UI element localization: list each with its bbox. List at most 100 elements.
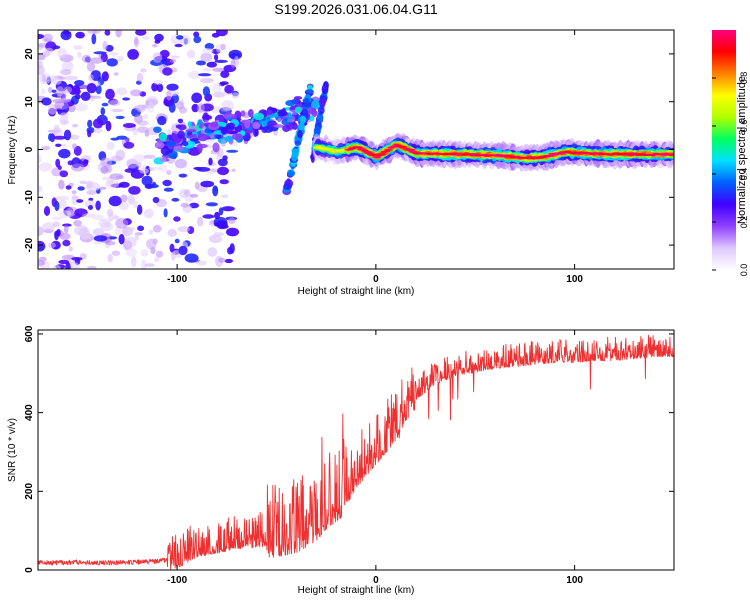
noise-blob [93,235,108,242]
noise-blob [216,30,228,37]
noise-blob [88,74,94,81]
transition-blob [173,145,184,152]
noise-blob [191,92,203,104]
noise-blob [202,214,215,219]
noise-blob [106,58,118,67]
noise-blob [83,159,89,164]
noise-blob [107,254,113,263]
ridge-blob [390,145,397,148]
noise-blob [137,225,145,232]
transition-blob [225,135,234,142]
noise-blob [89,57,104,64]
noise-blob [136,72,144,82]
noise-blob [105,120,112,132]
noise-blob [167,129,172,136]
noise-blob [93,128,103,134]
noise-blob [141,175,153,186]
noise-blob [109,99,121,107]
noise-blob [217,158,228,167]
noise-blob [52,264,61,269]
noise-blob [44,47,54,54]
noise-blob [62,239,71,247]
noise-blob [102,40,108,51]
noise-blob [169,58,177,64]
noise-blob [219,81,229,86]
noise-blob [80,155,92,163]
colorbar-tick-label: 0.8 [739,72,749,85]
noise-blob [53,135,67,140]
heatmap-blobs [38,30,674,269]
noise-blob [58,210,72,218]
transition-blob [226,130,239,135]
noise-blob [51,89,57,93]
noise-blob [228,217,236,225]
noise-blob [140,68,147,73]
transition-blob [253,112,265,121]
noise-blob [178,173,188,178]
noise-blob [177,226,191,233]
noise-blob [99,186,107,190]
noise-blob [115,149,126,161]
noise-blob [44,145,51,150]
snr-x-ticks: -100 0 100 [167,330,583,586]
transition-blob [258,120,263,125]
noise-blob [38,246,44,251]
snr-x-tick-label: 0 [373,575,379,586]
noise-blob [162,67,173,76]
noise-blob [93,51,107,55]
transition-blob [294,106,303,114]
transition-blob [220,128,229,135]
noise-blob [57,165,62,170]
transition-blob [232,133,243,141]
noise-blob [102,176,108,181]
noise-blob [53,124,60,136]
noise-blob [140,249,149,257]
snr-y-tick-label: 400 [24,404,35,421]
noise-blob [111,250,121,256]
noise-blob [116,55,124,62]
spectrogram-y-tick-label: 0 [24,146,35,152]
noise-blob [98,219,108,228]
spectrogram-y-ticks: -20 -10 0 10 20 [24,48,674,252]
noise-blob [163,208,168,218]
noise-blob [62,143,67,147]
noise-blob [163,187,174,192]
noise-blob [193,36,202,44]
colorbar-label: Normalized spectral amplitude [736,76,748,224]
noise-blob [82,213,95,218]
colorbar-tick-label: 0.2 [739,216,749,229]
noise-blob [55,195,69,201]
noise-blob [128,186,141,195]
colorbar-ticks: 0.0 0.2 0.4 0.6 0.8 [712,72,749,276]
noise-blob [215,43,222,53]
noise-blob [130,89,142,97]
noise-blob [58,148,71,159]
noise-blob [227,246,233,255]
snr-x-tick-label: -100 [167,575,187,586]
transition-blob [254,128,259,137]
noise-blob [55,158,61,168]
noise-blob [127,49,139,60]
noise-blob [71,163,85,172]
noise-blob [211,82,222,93]
noise-blob [143,154,156,159]
noise-blob [109,173,124,180]
noise-blob [175,101,185,110]
transition-blob [182,141,189,147]
noise-blob [220,70,230,78]
streak-blob [291,148,300,155]
noise-blob [115,30,122,38]
transition-blob [286,112,292,121]
transition-blob [159,132,168,142]
noise-blob [120,194,128,203]
noise-blob [87,265,97,269]
transition-blob [216,133,222,140]
transition-blob [189,138,200,142]
noise-blob [155,250,164,258]
noise-blob [81,54,91,63]
transition-blob [285,100,296,107]
noise-blob [56,86,65,97]
noise-blob [48,133,53,142]
noise-blob [154,39,161,44]
